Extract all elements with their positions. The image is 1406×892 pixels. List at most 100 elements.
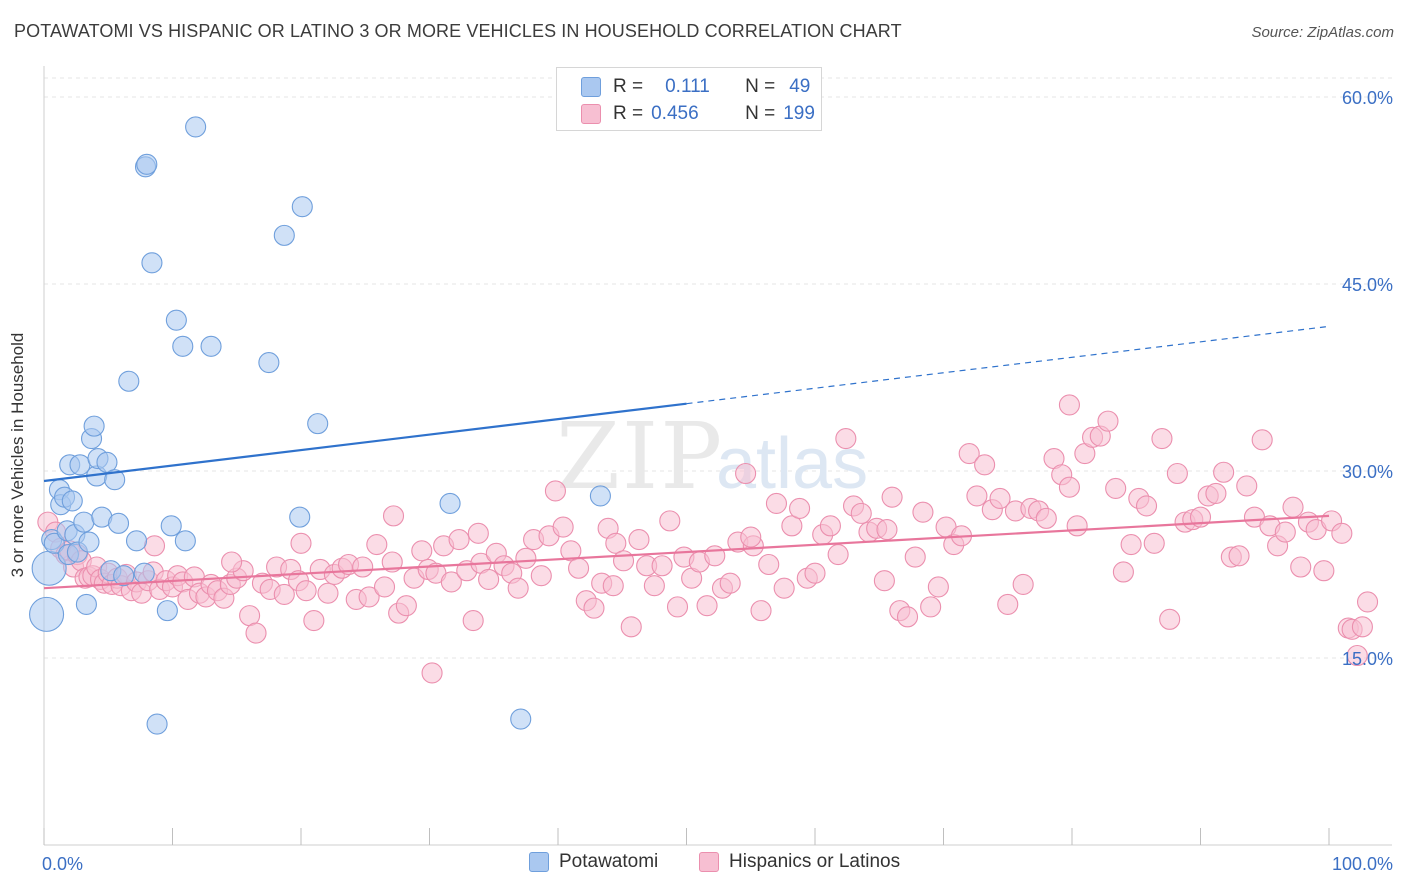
hispanic-point xyxy=(467,522,489,544)
hispanic-point xyxy=(317,582,339,604)
bottom-legend-hispanic[interactable]: Hispanics or Latinos xyxy=(699,851,900,873)
hispanic-point xyxy=(827,543,849,566)
hispanic-point xyxy=(1120,534,1142,556)
hispanic-point xyxy=(628,529,650,551)
potawatomi-point xyxy=(174,530,196,552)
hispanic-point xyxy=(896,606,919,628)
bottom-legend-potawatomi[interactable]: Potawatomi xyxy=(529,851,658,873)
hispanic-point xyxy=(876,519,898,541)
hispanic-point xyxy=(1035,507,1057,529)
hispanic-point xyxy=(850,502,872,524)
label-layer: 15.0% 30.0% 45.0% 60.0% 0.0% 100.0% xyxy=(42,88,1393,874)
hispanic-point xyxy=(612,550,635,572)
hispanic-point xyxy=(1066,515,1088,537)
hispanic-point xyxy=(966,485,988,507)
potawatomi-point xyxy=(165,309,187,331)
bottom-legend-label-potawatomi: Potawatomi xyxy=(559,851,659,872)
hispanic-point xyxy=(819,515,841,537)
hispanic-point xyxy=(462,610,484,632)
legend-r-label: R = xyxy=(613,103,644,124)
hispanic-point xyxy=(873,570,895,592)
legend-swatch-potawatomi xyxy=(581,77,601,97)
hispanic-point xyxy=(303,610,325,632)
y-tick-label: 30.0% xyxy=(1342,462,1393,482)
hispanic-point xyxy=(1331,522,1353,544)
legend-n-value: 49 xyxy=(789,76,811,97)
hispanic-point xyxy=(1228,545,1250,567)
hispanic-point xyxy=(696,595,718,617)
potawatomi-point xyxy=(61,490,83,512)
hispanic-point xyxy=(290,532,312,554)
y-tick-label: 60.0% xyxy=(1342,88,1393,108)
hispanic-point xyxy=(568,557,590,579)
potawatomi-point xyxy=(113,565,135,587)
chart-source: Source: ZipAtlas.com xyxy=(1251,24,1394,41)
hispanic-point xyxy=(651,555,673,577)
potawatomi-point xyxy=(273,224,295,246)
hispanic-point xyxy=(974,454,996,476)
hispanic-point xyxy=(515,547,537,569)
hispanic-point xyxy=(1058,394,1080,416)
potawatomi-point xyxy=(307,413,329,435)
potawatomi-trend-line xyxy=(43,402,687,483)
hispanic-point xyxy=(1313,560,1335,582)
hispanic-point xyxy=(773,577,795,599)
hispanic-point xyxy=(666,596,689,618)
hispanic-point xyxy=(1351,616,1373,638)
hispanic-point xyxy=(997,593,1019,615)
hispanic-point xyxy=(912,501,934,523)
potawatomi-point xyxy=(510,708,532,730)
hispanic-point xyxy=(835,428,857,450)
potawatomi-point xyxy=(258,351,280,374)
potawatomi-point xyxy=(43,532,65,554)
x-tick-label: 0.0% xyxy=(42,854,83,874)
hispanic-point xyxy=(1346,644,1368,667)
potawatomi-point xyxy=(78,531,100,553)
potawatomi-point xyxy=(73,511,95,533)
potawatomi-point xyxy=(439,492,461,514)
hispanic-point xyxy=(920,596,942,618)
potawatomi-point xyxy=(156,600,178,622)
hispanic-point xyxy=(1105,477,1127,500)
hispanic-point xyxy=(927,576,949,598)
potawatomi-point xyxy=(104,469,126,491)
y-tick-label: 15.0% xyxy=(1342,649,1393,669)
hispanic-point xyxy=(659,510,681,532)
hispanic-point xyxy=(1135,495,1158,517)
hispanic-point xyxy=(560,540,582,562)
hispanic-point xyxy=(552,516,574,538)
hispanic-point xyxy=(1143,532,1165,554)
hispanic-point xyxy=(373,576,396,598)
hispanic-point xyxy=(143,535,166,557)
potawatomi-point xyxy=(136,153,158,175)
hispanic-point xyxy=(904,546,926,568)
potawatomi-point xyxy=(125,530,148,552)
potawatomi-point xyxy=(185,116,207,138)
hispanic-point xyxy=(382,505,405,527)
hispanic-point xyxy=(605,532,627,554)
hispanic-point xyxy=(411,540,433,562)
hispanic-point xyxy=(602,575,624,597)
potawatomi-points-layer xyxy=(29,116,611,735)
hispanic-point xyxy=(643,575,665,597)
hispanic-point xyxy=(740,526,762,548)
legend-swatch-hispanic xyxy=(581,104,601,124)
potawatomi-point xyxy=(141,252,163,274)
hispanic-point xyxy=(1151,428,1173,450)
potawatomi-point xyxy=(160,515,182,537)
hispanic-point xyxy=(1236,475,1258,497)
hispanic-point xyxy=(620,616,642,638)
potawatomi-point xyxy=(107,512,130,534)
hispanic-point xyxy=(765,492,788,514)
legend-row-potawatomi: R = 0.111 N = 49 xyxy=(581,74,810,100)
hispanic-point xyxy=(704,545,726,567)
potawatomi-point xyxy=(83,415,105,437)
hispanic-point xyxy=(530,565,552,587)
hispanic-point xyxy=(1058,476,1080,498)
potawatomi-trend-extension xyxy=(686,325,1330,405)
stats-legend: R = 0.111 N = 49 R = 0.456 N = 199 xyxy=(556,67,822,131)
legend-n-label: N = xyxy=(745,103,776,124)
hispanic-points-layer xyxy=(37,394,1379,684)
bottom-legend-swatch-potawatomi xyxy=(529,852,549,872)
hispanic-point xyxy=(1274,521,1296,543)
